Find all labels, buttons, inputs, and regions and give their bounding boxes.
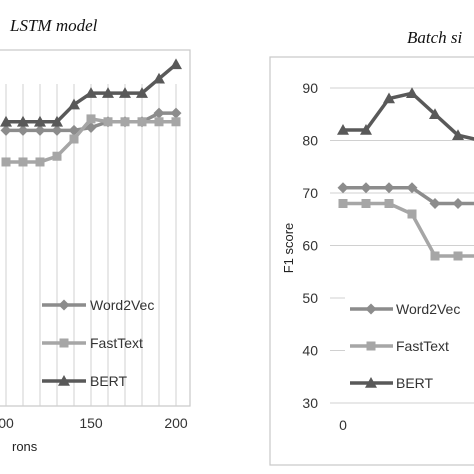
right-data-point <box>361 199 371 208</box>
right-y-tick-label: 30 <box>302 395 318 411</box>
left-data-point <box>17 124 29 136</box>
right-y-tick-label: 80 <box>302 133 318 149</box>
left-data-point <box>17 115 29 127</box>
left-legend-label: BERT <box>90 373 128 389</box>
left-data-point <box>1 157 11 167</box>
left-data-point <box>68 98 80 110</box>
right-y-tick-label: 40 <box>302 343 318 359</box>
left-data-point <box>171 117 181 127</box>
left-data-point <box>85 87 97 98</box>
left-data-point <box>52 151 62 161</box>
right-data-point <box>384 199 394 208</box>
left-x-tick-label: 150 <box>79 415 103 431</box>
left-data-point <box>51 124 63 136</box>
left-data-point <box>102 87 114 98</box>
right-legend-marker <box>365 303 377 315</box>
right-data-point <box>360 182 372 194</box>
right-plot-frame <box>269 56 474 466</box>
right-data-point <box>453 251 463 261</box>
left-legend-marker <box>58 299 70 311</box>
left-legend-label: Word2Vec <box>90 297 154 313</box>
right-data-point <box>338 199 348 208</box>
left-data-point <box>120 117 130 127</box>
right-chart-title: Batch si <box>407 28 463 47</box>
right-data-point <box>430 251 440 261</box>
right-legend-label: Word2Vec <box>396 301 460 317</box>
right-y-tick-label: 50 <box>302 290 318 306</box>
right-legend-marker <box>365 377 377 388</box>
left-data-point <box>137 117 147 127</box>
left-data-point <box>153 107 165 119</box>
left-chart: 00 150 200 rons Word2Vec FastText BERT <box>0 49 191 454</box>
right-data-point <box>337 124 349 135</box>
left-chart-title: LSTM model <box>10 16 98 35</box>
left-data-point <box>0 115 12 127</box>
right-legend-label: BERT <box>396 375 434 391</box>
left-data-point <box>119 87 131 98</box>
right-data-point <box>337 182 349 194</box>
right-legend-marker <box>366 341 376 351</box>
left-data-point <box>136 87 148 98</box>
left-data-point <box>153 72 165 84</box>
right-data-point <box>429 198 441 209</box>
left-data-point <box>18 157 28 167</box>
left-x-axis-label: rons <box>12 439 38 454</box>
left-data-point <box>51 115 63 127</box>
right-data-point <box>360 124 372 135</box>
right-y-tick-label: 60 <box>302 238 318 254</box>
right-data-point <box>383 92 395 104</box>
right-y-tick-label: 90 <box>302 80 318 96</box>
left-legend-label: FastText <box>90 335 143 351</box>
left-data-point <box>170 58 182 70</box>
left-data-point <box>34 115 46 127</box>
right-data-point <box>407 209 417 219</box>
left-x-tick-label: 00 <box>0 415 14 431</box>
left-data-point <box>69 134 79 144</box>
left-data-point <box>170 107 182 119</box>
left-x-tick-label: 200 <box>164 415 188 431</box>
left-data-point <box>34 124 46 136</box>
left-legend-marker <box>59 338 69 348</box>
right-y-tick-label: 70 <box>302 185 318 201</box>
left-data-point <box>86 114 96 124</box>
right-data-point <box>406 87 418 99</box>
right-legend-label: FastText <box>396 338 449 354</box>
left-plot-frame <box>0 49 191 407</box>
left-data-point <box>154 117 164 127</box>
right-data-point <box>452 198 464 209</box>
left-legend-marker <box>58 375 70 386</box>
right-data-point <box>406 182 418 194</box>
right-y-axis-label: F1 score <box>281 223 296 274</box>
right-x-tick-label: 0 <box>339 417 347 433</box>
right-data-point <box>429 108 441 120</box>
right-chart: 30 40 50 60 70 80 90 0 F1 score Word2Vec FastText B… <box>269 56 474 466</box>
right-data-point <box>383 182 395 194</box>
left-data-point <box>0 124 12 136</box>
right-data-point <box>452 129 464 141</box>
left-data-point <box>35 157 45 167</box>
left-data-point <box>103 117 113 127</box>
